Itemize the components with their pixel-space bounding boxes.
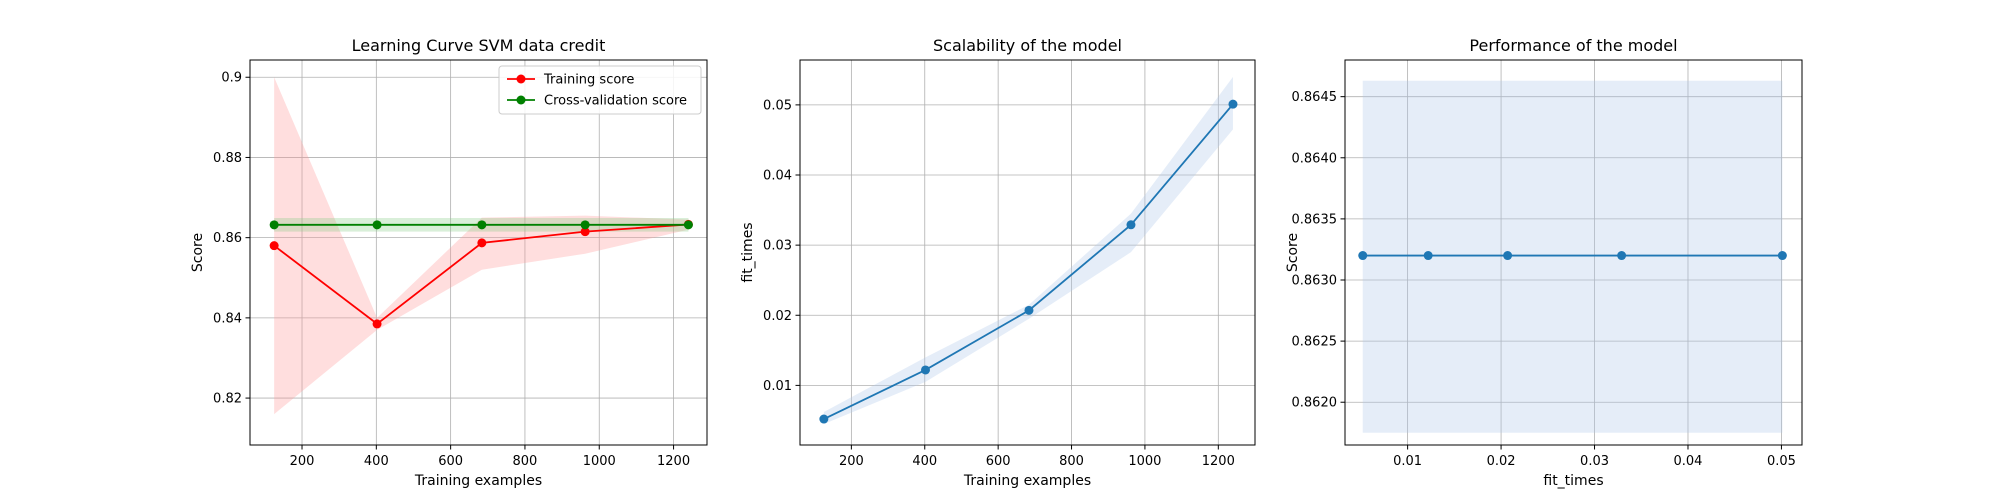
x-axis-label: Training examples <box>414 473 542 489</box>
x-tick-label: 400 <box>912 454 937 469</box>
chart-panel-1: 200 400 600 800 1000 1200 0.82 0.84 0.86 0.88 0.9 L… <box>190 36 708 489</box>
data-point <box>1777 251 1787 261</box>
x-tick-label: 0.02 <box>1487 454 1516 469</box>
x-tick-label: 1200 <box>657 454 690 469</box>
x-axis-label: fit_times <box>1543 473 1603 489</box>
chart-title: Scalability of the model <box>933 36 1122 55</box>
y-tick-label: 0.02 <box>763 309 792 324</box>
data-point <box>580 220 590 230</box>
x-tick-label: 400 <box>364 454 389 469</box>
data-point <box>1503 251 1513 261</box>
y-tick-label: 0.8630 <box>1292 274 1338 289</box>
plot-area <box>269 77 693 415</box>
chart-panel-3: 0.01 0.02 0.03 0.04 0.050.86200.86250.86300.… <box>1285 36 1803 489</box>
y-tick-label: 0.01 <box>763 379 792 394</box>
y-tick-label: 0.84 <box>213 311 242 326</box>
y-tick-label: 0.8620 <box>1292 396 1338 411</box>
data-point <box>1617 251 1627 261</box>
x-axis-ticks: 200 400 600 800 1000 1200 <box>290 445 690 469</box>
data-point <box>683 220 693 230</box>
legend-item-2: Cross-validation score <box>507 94 687 109</box>
data-point <box>1228 99 1238 109</box>
legend-label: Training score <box>543 73 634 88</box>
data-point <box>1358 251 1368 261</box>
y-axis-label: Score <box>1285 233 1301 272</box>
data-point <box>477 220 487 230</box>
x-axis-ticks: 0.01 0.02 0.03 0.04 0.05 <box>1393 445 1796 469</box>
data-point <box>269 220 279 230</box>
y-tick-label: 0.8640 <box>1292 151 1338 166</box>
data-point <box>580 227 590 237</box>
x-axis-ticks: 200 400 600 800 1000 1200 <box>839 445 1235 469</box>
x-tick-label: 1000 <box>1128 454 1161 469</box>
y-tick-label: 0.05 <box>763 98 792 113</box>
x-tick-label: 200 <box>290 454 315 469</box>
chart-panel-2: 200 400 600 800 1000 1200 0.01 0.02 0.03 0.04 0.05… <box>740 36 1256 489</box>
x-tick-label: 0.03 <box>1580 454 1609 469</box>
plot-area <box>1358 80 1787 433</box>
y-axis-ticks: 0.8620 0.8625 0.8630 0.8635 0.8640 0.8645 <box>1292 90 1345 411</box>
axes-frame <box>1344 59 1803 446</box>
x-tick-label: 800 <box>513 454 538 469</box>
legend-marker <box>516 95 526 105</box>
data-point <box>1126 220 1136 230</box>
y-tick-label: 0.88 <box>213 151 242 166</box>
legend-box <box>498 65 702 115</box>
y-axis-ticks: 0.82 0.84 0.86 0.88 0.9 <box>213 71 250 407</box>
y-tick-label: 0.8625 <box>1292 335 1338 350</box>
data-point <box>372 220 382 230</box>
subplots: 200 400 600 800 1000 1200 0.82 0.84 0.86 0.88 0.9 L… <box>190 36 1803 489</box>
chart-title: Learning Curve SVM data credit <box>352 36 606 55</box>
x-tick-label: 200 <box>839 454 864 469</box>
x-tick-label: 0.05 <box>1767 454 1796 469</box>
confidence-band-1 <box>1362 80 1783 433</box>
x-tick-label: 600 <box>438 454 463 469</box>
axes-frame <box>799 59 1256 446</box>
x-tick-label: 800 <box>1059 454 1084 469</box>
x-tick-label: 0.04 <box>1674 454 1703 469</box>
legend-item-1: Training score <box>507 73 634 88</box>
y-axis-label: Score <box>190 233 206 272</box>
plot-area <box>819 76 1238 424</box>
legend-marker <box>516 74 526 84</box>
y-tick-label: 0.82 <box>213 392 242 407</box>
chart-title: Performance of the model <box>1469 36 1677 55</box>
axes-frame <box>249 59 708 446</box>
x-tick-label: 0.01 <box>1393 454 1422 469</box>
y-axis-ticks: 0.01 0.02 0.03 0.04 0.05 <box>763 98 800 394</box>
data-point <box>1423 251 1433 261</box>
data-point <box>1024 305 1034 315</box>
x-axis-label: Training examples <box>963 473 1091 489</box>
data-point <box>269 241 279 251</box>
grid <box>800 60 1255 445</box>
y-tick-label: 0.8645 <box>1292 90 1338 105</box>
y-tick-label: 0.86 <box>213 231 242 246</box>
y-tick-label: 0.9 <box>221 71 242 86</box>
data-point <box>920 365 930 375</box>
legend: Training score Cross-validation score <box>498 65 702 115</box>
x-tick-label: 600 <box>986 454 1011 469</box>
data-point <box>372 319 382 329</box>
x-tick-label: 1000 <box>583 454 616 469</box>
y-tick-label: 0.04 <box>763 169 792 184</box>
data-point <box>477 238 487 248</box>
legend-label: Cross-validation score <box>544 94 687 109</box>
data-point <box>819 414 829 424</box>
y-tick-label: 0.8635 <box>1292 212 1338 227</box>
x-tick-label: 1200 <box>1202 454 1235 469</box>
y-axis-label: fit_times <box>740 222 756 282</box>
y-tick-label: 0.03 <box>763 239 792 254</box>
